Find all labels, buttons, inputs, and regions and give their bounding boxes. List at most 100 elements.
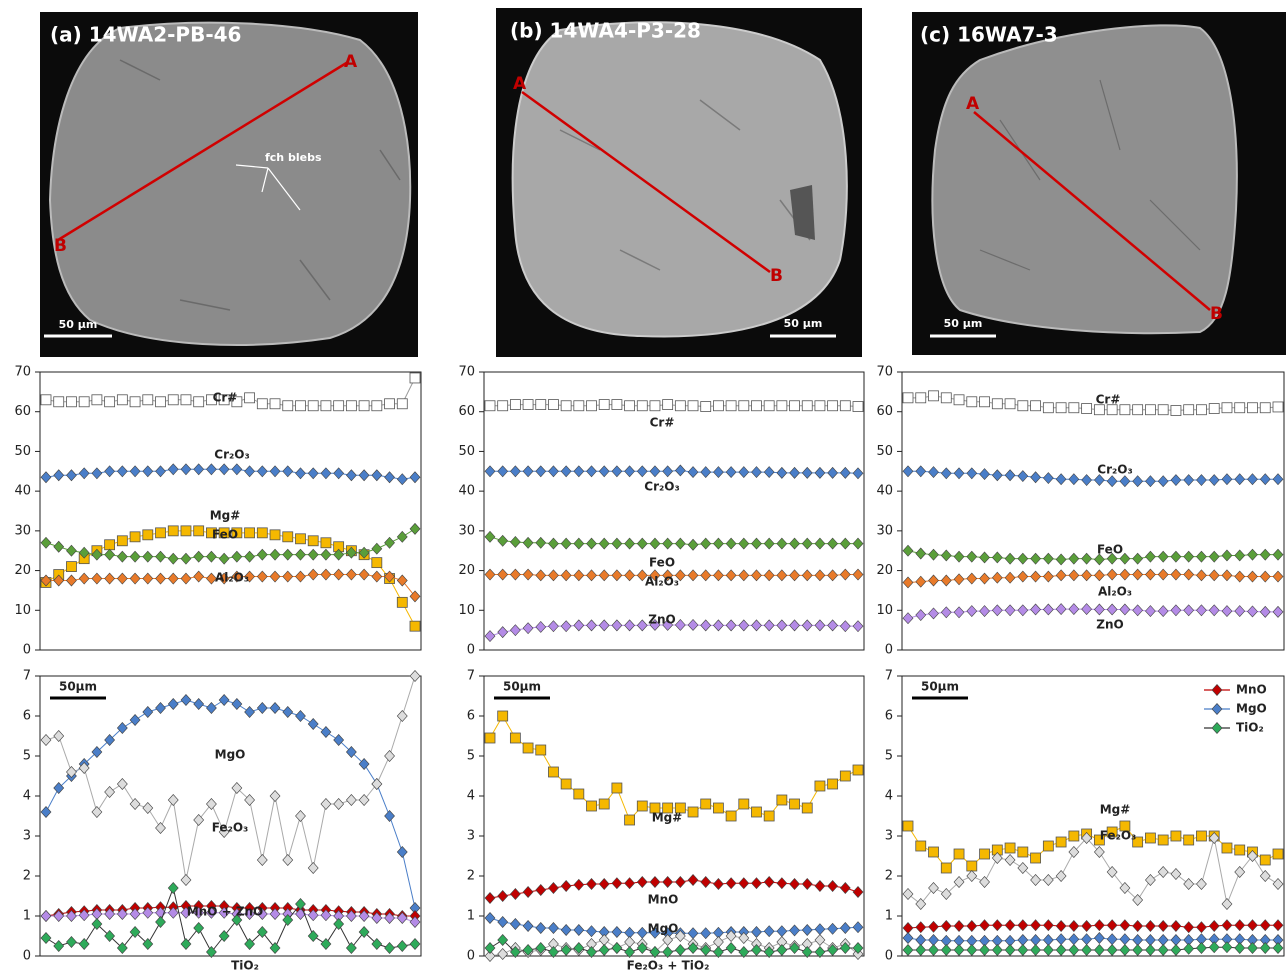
marker bbox=[536, 923, 546, 934]
marker bbox=[764, 877, 774, 888]
marker bbox=[777, 401, 787, 411]
marker bbox=[599, 466, 609, 477]
marker bbox=[967, 551, 977, 562]
y-tick-label: 3 bbox=[467, 829, 475, 844]
marker bbox=[143, 707, 153, 718]
y-tick-label: 7 bbox=[23, 669, 31, 684]
marker bbox=[1031, 472, 1041, 483]
marker bbox=[1273, 920, 1283, 931]
marker bbox=[92, 807, 102, 818]
marker bbox=[1107, 476, 1117, 487]
marker bbox=[143, 551, 153, 562]
marker bbox=[1222, 474, 1232, 485]
marker bbox=[688, 875, 698, 886]
marker bbox=[372, 470, 382, 481]
marker bbox=[574, 879, 584, 890]
marker bbox=[92, 573, 102, 584]
marker bbox=[1082, 604, 1092, 615]
annotation: Fe₂O₃ + TiO₂ bbox=[627, 959, 710, 973]
marker bbox=[726, 620, 736, 631]
marker bbox=[561, 779, 571, 789]
annotation: Cr# bbox=[650, 416, 675, 430]
marker bbox=[587, 926, 597, 937]
marker bbox=[967, 945, 977, 956]
y-tick-label: 20 bbox=[458, 563, 475, 578]
marker bbox=[916, 841, 926, 851]
marker bbox=[308, 401, 318, 411]
marker bbox=[536, 621, 546, 632]
marker bbox=[66, 470, 76, 481]
marker bbox=[903, 545, 913, 556]
series-line bbox=[46, 676, 415, 880]
marker bbox=[701, 538, 711, 549]
marker bbox=[1273, 606, 1283, 617]
marker bbox=[1069, 934, 1079, 945]
annotation: Mg# bbox=[652, 811, 683, 825]
y-tick-label: 0 bbox=[467, 949, 475, 964]
marker bbox=[245, 551, 255, 562]
marker bbox=[790, 620, 800, 631]
marker bbox=[929, 467, 939, 478]
marker bbox=[967, 468, 977, 479]
marker bbox=[815, 570, 825, 581]
marker bbox=[992, 920, 1002, 931]
y-tick-label: 40 bbox=[458, 484, 475, 499]
marker bbox=[650, 401, 660, 411]
marker bbox=[903, 933, 913, 944]
marker bbox=[1005, 605, 1015, 616]
marker bbox=[510, 569, 520, 580]
marker bbox=[1235, 550, 1245, 561]
marker bbox=[270, 466, 280, 477]
marker bbox=[1133, 605, 1143, 616]
scale-label: 50µm bbox=[921, 680, 959, 694]
marker bbox=[980, 573, 990, 584]
marker bbox=[1209, 942, 1219, 953]
marker bbox=[295, 468, 305, 479]
marker bbox=[130, 532, 140, 542]
marker bbox=[410, 939, 420, 950]
marker bbox=[1043, 945, 1053, 956]
marker bbox=[66, 575, 76, 586]
marker bbox=[954, 574, 964, 585]
marker bbox=[1082, 945, 1092, 956]
marker bbox=[1133, 569, 1143, 580]
marker bbox=[498, 891, 508, 902]
marker bbox=[941, 921, 951, 932]
marker bbox=[1171, 869, 1181, 880]
y-tick-label: 10 bbox=[14, 603, 31, 618]
marker bbox=[485, 531, 495, 542]
marker bbox=[1209, 404, 1219, 414]
marker bbox=[1235, 403, 1245, 413]
marker bbox=[1158, 935, 1168, 946]
marker bbox=[1005, 553, 1015, 564]
marker bbox=[397, 711, 407, 722]
marker bbox=[105, 540, 115, 550]
marker bbox=[206, 464, 216, 475]
marker bbox=[777, 878, 787, 889]
annotation: Cr# bbox=[213, 391, 238, 405]
marker bbox=[599, 935, 609, 946]
marker bbox=[1260, 920, 1270, 931]
marker bbox=[105, 549, 115, 560]
marker bbox=[536, 885, 546, 896]
marker bbox=[194, 464, 204, 475]
point-label: B bbox=[54, 236, 67, 256]
plot-frame bbox=[902, 676, 1284, 956]
marker bbox=[168, 395, 178, 405]
marker bbox=[1145, 569, 1155, 580]
marker bbox=[1158, 405, 1168, 415]
marker bbox=[1031, 401, 1041, 411]
marker bbox=[397, 531, 407, 542]
marker bbox=[79, 939, 89, 950]
marker bbox=[1171, 406, 1181, 416]
marker bbox=[713, 401, 723, 411]
marker bbox=[903, 923, 913, 934]
marker bbox=[79, 573, 89, 584]
marker bbox=[1145, 935, 1155, 946]
marker bbox=[523, 400, 533, 410]
marker bbox=[79, 468, 89, 479]
marker bbox=[359, 569, 369, 580]
marker bbox=[397, 474, 407, 485]
marker bbox=[612, 400, 622, 410]
marker bbox=[954, 607, 964, 618]
